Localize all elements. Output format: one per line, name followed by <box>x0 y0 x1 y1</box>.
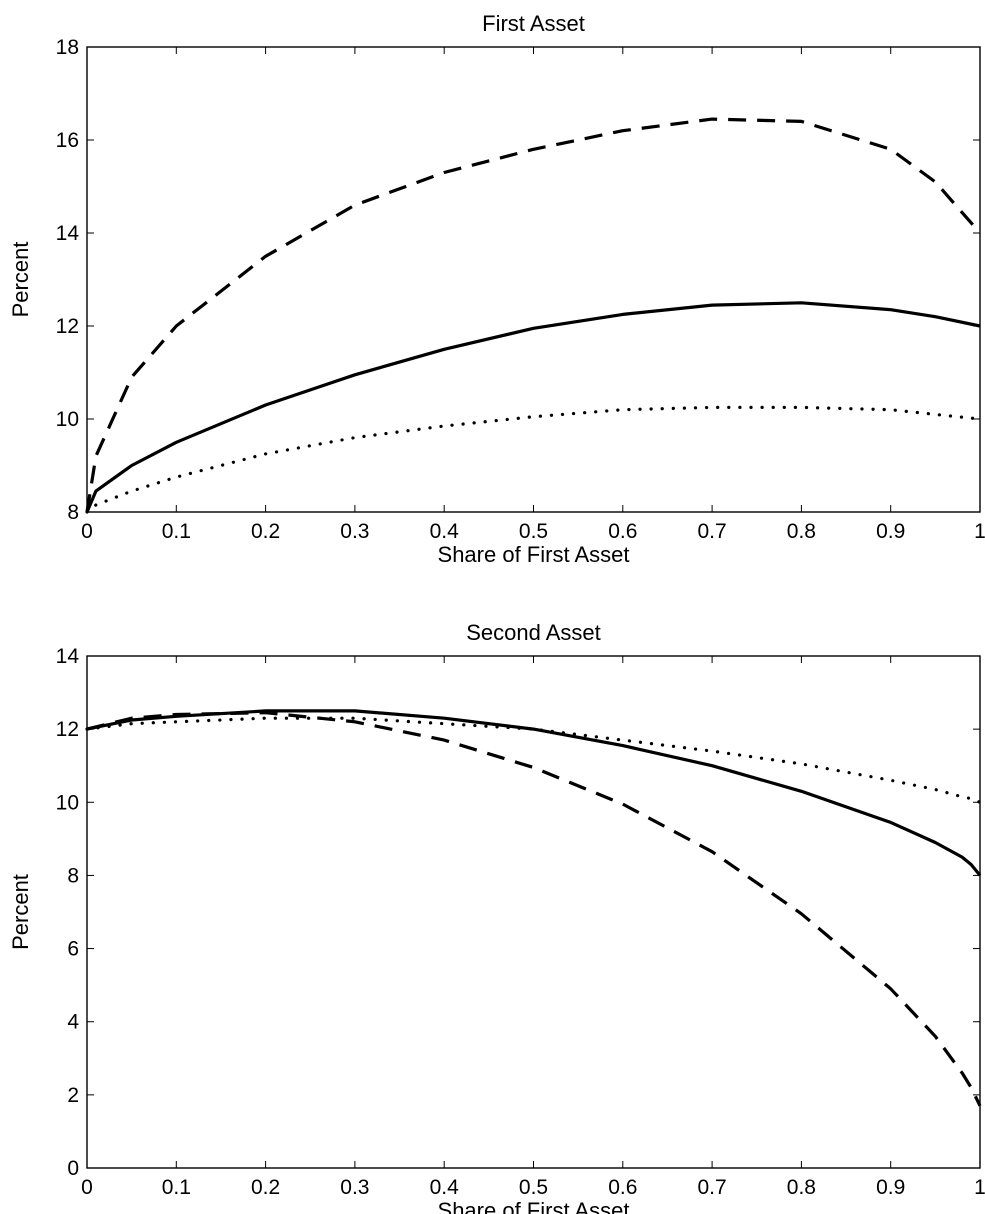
x-tick-label: 0.2 <box>251 520 280 543</box>
x-tick-label: 1 <box>974 520 985 543</box>
y-tick-label: 16 <box>56 129 79 152</box>
x-tick-label: 0.5 <box>519 520 548 543</box>
y-axis-label: Percent <box>8 242 33 318</box>
x-tick-label: 0.5 <box>519 1176 548 1199</box>
x-axis-label: Share of First Asset <box>438 1198 630 1214</box>
x-tick-label: 0 <box>81 520 93 543</box>
y-tick-label: 8 <box>67 501 79 524</box>
x-tick-label: 0 <box>81 1176 93 1199</box>
y-tick-label: 8 <box>67 864 79 887</box>
y-tick-label: 18 <box>56 36 79 59</box>
y-axis-label: Percent <box>8 874 33 950</box>
chart-title: First Asset <box>482 11 585 36</box>
y-tick-label: 0 <box>67 1157 79 1180</box>
x-tick-label: 0.4 <box>430 1176 460 1199</box>
y-tick-label: 10 <box>56 791 79 814</box>
series-line-dashed <box>86 711 982 1107</box>
chart-panel-1: First Asset 0 0.1 0.2 0.3 0.4 0.5 0.6 0.7 0.8 0.9 1… <box>8 11 985 567</box>
y-tick-label: 14 <box>56 222 80 245</box>
x-tick-label: 0.8 <box>787 1176 816 1199</box>
chart-title: Second Asset <box>466 620 601 645</box>
x-tick-label: 0.8 <box>787 520 816 543</box>
x-tick-label: 1 <box>974 1176 985 1199</box>
x-tick-label: 0.6 <box>608 520 637 543</box>
y-tick-label: 2 <box>67 1084 79 1107</box>
y-tick-label: 14 <box>56 645 80 668</box>
y-tick-label: 6 <box>67 938 79 961</box>
x-tick-label: 0.4 <box>430 520 460 543</box>
series-line-solid <box>85 301 981 513</box>
x-tick-label: 0.9 <box>876 1176 905 1199</box>
x-tick-label: 0.7 <box>697 1176 726 1199</box>
y-tick-label: 12 <box>56 718 79 741</box>
x-tick-label: 0.3 <box>340 520 369 543</box>
y-tick-label: 10 <box>56 408 79 431</box>
chart-panel-2: Second Asset 0 0.1 0.2 0.3 0.4 0.5 0.6 0.7 0.8 0.9… <box>8 620 985 1214</box>
y-tick-label: 4 <box>67 1011 79 1034</box>
axes-frame <box>86 655 981 1169</box>
x-tick-label: 0.1 <box>162 1176 191 1199</box>
x-tick-label: 0.1 <box>162 520 191 543</box>
series-line-dotted <box>85 716 982 804</box>
x-tick-label: 0.3 <box>340 1176 369 1199</box>
series-line-dashed <box>85 117 982 513</box>
y-tick-label: 12 <box>56 315 79 338</box>
series-line-solid <box>86 709 982 877</box>
x-tick-label: 0.9 <box>876 520 905 543</box>
x-tick-label: 0.7 <box>697 520 726 543</box>
x-axis-label: Share of First Asset <box>438 542 630 567</box>
axes-frame <box>86 46 981 513</box>
x-tick-label: 0.2 <box>251 1176 280 1199</box>
x-tick-label: 0.6 <box>608 1176 637 1199</box>
